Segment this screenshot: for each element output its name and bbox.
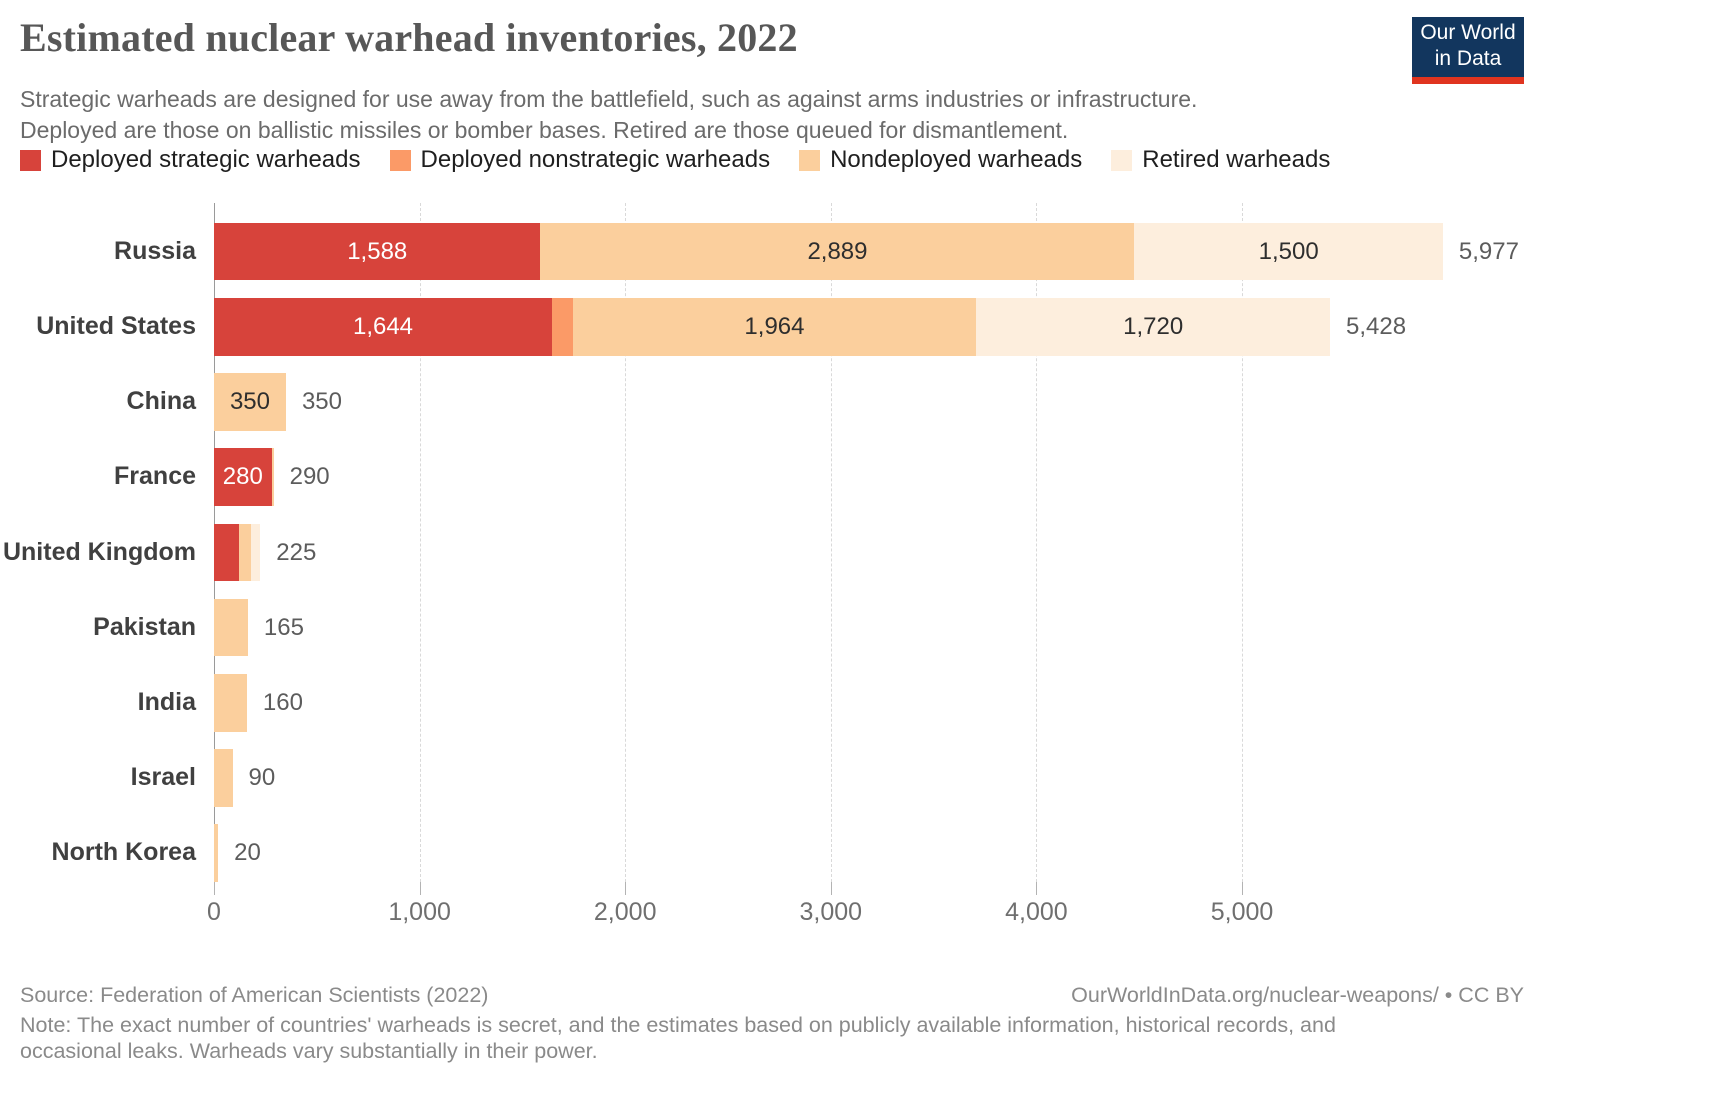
bar-segment[interactable]: 1,588 (214, 222, 541, 281)
bar-row (214, 523, 261, 582)
bar-segment[interactable]: 1,500 (1134, 222, 1443, 281)
footnote-line-1: Note: The exact number of countries' war… (20, 1013, 1336, 1037)
chart-legend: Deployed strategic warheads Deployed nons… (20, 146, 1359, 174)
bar-segment[interactable]: 2,889 (540, 222, 1135, 281)
legend-swatch-icon (1111, 149, 1133, 171)
bar-row (214, 598, 248, 657)
axis-tick-label: 1,000 (388, 898, 451, 926)
legend-item-2[interactable]: Deployed nonstrategic warheads (389, 146, 771, 174)
axis-tick-label: 5,000 (1210, 898, 1274, 926)
footnote: Note: The exact number of countries' war… (20, 1012, 1336, 1064)
country-label: China (126, 387, 196, 416)
subtitle-line-1: Strategic warheads are designed for use … (20, 86, 1198, 112)
country-label: France (114, 462, 196, 491)
bar-segment[interactable] (552, 298, 573, 356)
gridline (419, 203, 421, 882)
country-label: India (137, 688, 196, 716)
total-value-label: 165 (263, 613, 304, 641)
bar-segment[interactable]: 1,964 (572, 298, 977, 356)
bar-row: 1,588 2,889 1,500 (214, 222, 1443, 281)
legend-label: Deployed nonstrategic warheads (420, 146, 771, 173)
gridline (1242, 203, 1243, 882)
segment-value-label: 1,964 (744, 312, 805, 340)
legend-item-4[interactable]: Retired warheads (1111, 146, 1330, 174)
axis-tick-label: 0 (207, 898, 221, 926)
segment-value-label: 1,500 (1258, 237, 1319, 265)
total-value-label: 90 (248, 764, 276, 792)
gridline (625, 203, 627, 882)
bar-row: 1,644 1,964 1,720 (214, 298, 1330, 356)
bar-segment[interactable]: 280 (214, 448, 272, 506)
gridline (1036, 203, 1038, 882)
bar-segment[interactable] (238, 523, 251, 582)
bar-segment[interactable] (271, 448, 274, 506)
country-label: Israel (130, 763, 196, 792)
country-label: United States (36, 312, 196, 340)
legend-swatch-icon (389, 149, 411, 171)
legend-label: Retired warheads (1142, 146, 1331, 173)
legend-swatch-icon (799, 149, 821, 171)
country-label: Pakistan (93, 612, 196, 641)
bar-row (214, 824, 219, 882)
axis-tick (1242, 882, 1243, 895)
bar-segment[interactable]: 1,720 (976, 298, 1330, 356)
legend-item-1[interactable]: Deployed strategic warheads (20, 146, 361, 174)
bar-segment[interactable] (214, 824, 219, 882)
attribution-link[interactable]: OurWorldInData.org/nuclear-weapons/ • CC… (1071, 983, 1524, 1007)
segment-value-label: 1,588 (347, 237, 408, 265)
bar-row (214, 674, 247, 732)
gridline (830, 203, 832, 882)
legend-swatch-icon (20, 149, 41, 171)
axis-tick-label: 4,000 (1005, 898, 1068, 926)
bar-segment[interactable]: 1,644 (214, 298, 552, 356)
total-value-label: 5,428 (1345, 313, 1407, 340)
bar-segment[interactable] (251, 523, 261, 582)
total-value-label: 5,977 (1458, 237, 1519, 265)
bar-segment[interactable]: 350 (214, 373, 286, 431)
legend-label: Deployed strategic warheads (51, 146, 361, 173)
bar-row (214, 749, 233, 807)
country-label: United Kingdom (2, 537, 196, 566)
segment-value-label: 350 (229, 387, 270, 415)
logo-line-1: Our World (1420, 21, 1516, 44)
chart-subtitle: Strategic warheads are designed for use … (20, 84, 1197, 146)
total-value-label: 225 (276, 538, 317, 566)
logo-line-2: in Data (1434, 47, 1502, 70)
bar-row: 350 (214, 373, 286, 431)
segment-value-label: 1,644 (352, 312, 414, 340)
footnote-line-2: occasional leaks. Warheads vary substant… (20, 1039, 598, 1063)
country-label: North Korea (51, 838, 196, 867)
segment-value-label: 2,889 (807, 237, 868, 265)
bar-row: 280 (214, 448, 274, 506)
subtitle-line-2: Deployed are those on ballistic missiles… (20, 117, 1069, 143)
owid-logo[interactable]: Our World in Data (1412, 17, 1524, 84)
bar-segment[interactable] (214, 674, 247, 732)
axis-tick (214, 882, 215, 895)
total-value-label: 20 (234, 839, 261, 867)
axis-tick (1036, 882, 1038, 895)
segment-value-label: 280 (222, 463, 263, 491)
country-label: Russia (114, 236, 196, 265)
axis-tick-label: 2,000 (593, 898, 657, 926)
total-value-label: 350 (301, 388, 342, 416)
bar-segment[interactable] (214, 523, 239, 582)
total-value-label: 160 (262, 689, 303, 716)
axis-tick-label: 3,000 (799, 898, 863, 926)
bar-segment[interactable] (214, 749, 233, 807)
legend-item-3[interactable]: Nondeployed warheads (799, 146, 1082, 174)
page-title: Estimated nuclear warhead inventories, 2… (20, 15, 798, 60)
axis-tick (625, 882, 627, 895)
bar-segment[interactable] (214, 598, 248, 657)
source-note: Source: Federation of American Scientist… (20, 983, 489, 1007)
legend-label: Nondeployed warheads (830, 146, 1083, 173)
segment-value-label: 1,720 (1123, 312, 1184, 340)
axis-tick (419, 882, 421, 895)
total-value-label: 290 (289, 463, 330, 491)
axis-tick (830, 882, 832, 895)
